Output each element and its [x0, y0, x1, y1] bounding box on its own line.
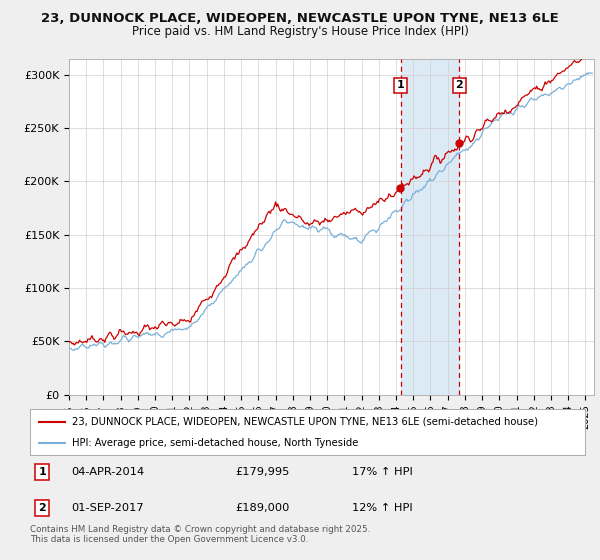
Bar — [401, 59, 459, 395]
Text: 04-APR-2014: 04-APR-2014 — [71, 466, 145, 477]
Text: 2: 2 — [38, 503, 46, 513]
Text: 1: 1 — [397, 81, 404, 91]
Text: 1: 1 — [38, 466, 46, 477]
Text: 17% ↑ HPI: 17% ↑ HPI — [352, 466, 413, 477]
Text: HPI: Average price, semi-detached house, North Tyneside: HPI: Average price, semi-detached house,… — [71, 438, 358, 448]
Text: £189,000: £189,000 — [235, 503, 290, 513]
Text: £179,995: £179,995 — [235, 466, 290, 477]
Text: 2: 2 — [455, 81, 463, 91]
Text: 01-SEP-2017: 01-SEP-2017 — [71, 503, 144, 513]
Text: 23, DUNNOCK PLACE, WIDEOPEN, NEWCASTLE UPON TYNE, NE13 6LE (semi-detached house): 23, DUNNOCK PLACE, WIDEOPEN, NEWCASTLE U… — [71, 417, 538, 427]
Text: 12% ↑ HPI: 12% ↑ HPI — [352, 503, 413, 513]
Text: Contains HM Land Registry data © Crown copyright and database right 2025.
This d: Contains HM Land Registry data © Crown c… — [30, 525, 370, 544]
Text: 23, DUNNOCK PLACE, WIDEOPEN, NEWCASTLE UPON TYNE, NE13 6LE: 23, DUNNOCK PLACE, WIDEOPEN, NEWCASTLE U… — [41, 12, 559, 25]
Text: Price paid vs. HM Land Registry's House Price Index (HPI): Price paid vs. HM Land Registry's House … — [131, 25, 469, 38]
